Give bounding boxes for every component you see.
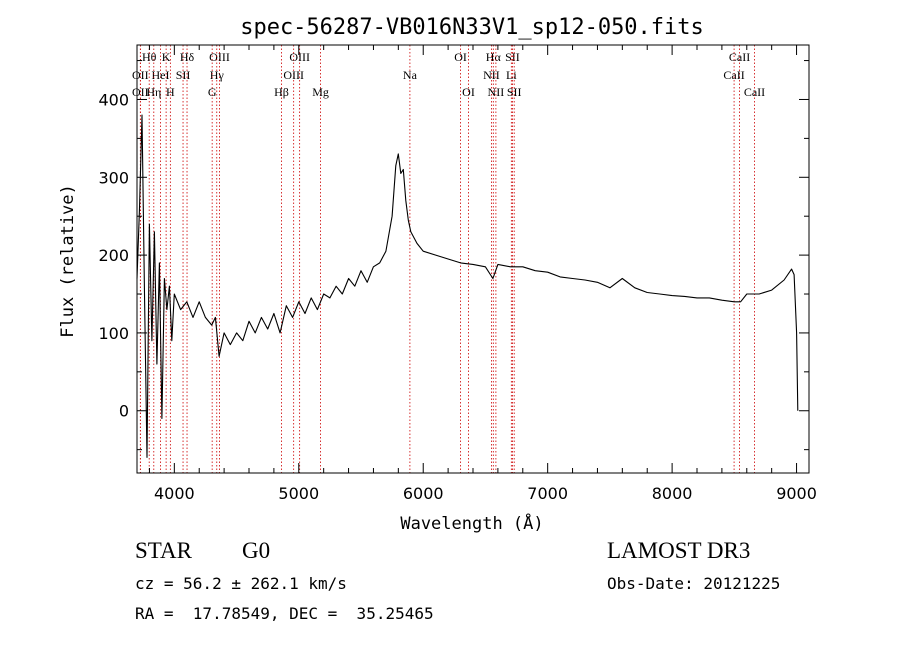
x-tick-label: 6000 — [403, 484, 444, 503]
spectrum-line-0 — [136, 114, 799, 458]
object-class: STAR — [135, 538, 192, 563]
spectral-line-label: HeI — [152, 68, 170, 82]
coordinates: RA = 17.78549, DEC = 35.25465 — [135, 604, 434, 623]
redshift-cz: cz = 56.2 ± 262.1 km/s — [135, 574, 347, 593]
spectral-line-label: OII — [132, 68, 149, 82]
spectral-line-label: OIII — [289, 50, 310, 64]
spectral-line-label: OII — [132, 85, 149, 99]
y-axis-ticks: 0 100 200 300 400 — [98, 60, 809, 451]
spectral-line-label: Hθ — [142, 50, 157, 64]
spectral-line-label: CaII — [723, 68, 744, 82]
observation-date: Obs-Date: 20121225 — [607, 574, 781, 593]
y-tick-label: 100 — [98, 324, 129, 343]
spectral-line-label: Hγ — [210, 68, 225, 82]
survey-name: LAMOST DR3 — [607, 538, 751, 563]
spectral-line-label: Hη — [146, 85, 161, 99]
chart-title: spec-56287-VB016N33V1_sp12-050.fits — [240, 15, 704, 40]
y-tick-label: 200 — [98, 246, 129, 265]
spectral-line-label: OI — [462, 85, 475, 99]
spectral-line-label: OI — [454, 50, 467, 64]
spectral-line-label: CaII — [729, 50, 750, 64]
spectrum-series — [136, 114, 799, 458]
spectral-line-label: SII — [507, 85, 522, 99]
spectral-line-label: Hβ — [274, 85, 289, 99]
spectral-line-label: NII — [483, 68, 500, 82]
spectral-line-label: Mg — [312, 85, 329, 99]
y-axis-label: Flux (relative) — [58, 184, 78, 338]
spectral-line-label: Hδ — [180, 50, 195, 64]
spectral-line-label: SII — [505, 50, 520, 64]
x-axis-ticks: 4000 5000 6000 7000 8000 9000 — [148, 45, 817, 503]
x-axis-label: Wavelength (Å) — [400, 512, 543, 534]
spectral-line-label: OIII — [283, 68, 304, 82]
spectral-line-label: NII — [488, 85, 505, 99]
x-tick-label: 8000 — [652, 484, 693, 503]
x-tick-label: 9000 — [776, 484, 817, 503]
spectral-line-label: Hα — [486, 50, 502, 64]
spectral-line-label: OIII — [209, 50, 230, 64]
y-tick-label: 400 — [98, 90, 129, 109]
spectrum-chart: spec-56287-VB016N33V1_sp12-050.fits Hθ K H… — [58, 15, 817, 534]
spectral-line-label: Na — [403, 68, 418, 82]
spectral-line-label: Li — [506, 68, 517, 82]
spectral-line-label: SII — [176, 68, 191, 82]
spectral-line-label: H — [166, 85, 175, 99]
spectral-line-label: G — [208, 85, 217, 99]
object-subclass: G0 — [242, 538, 271, 563]
spectral-line-label: CaII — [744, 85, 765, 99]
x-tick-label: 7000 — [527, 484, 568, 503]
y-tick-label: 300 — [98, 168, 129, 187]
y-tick-label: 0 — [119, 402, 129, 421]
x-tick-label: 5000 — [278, 484, 319, 503]
plot-frame — [136, 44, 810, 474]
spectral-line-label: K — [162, 50, 171, 64]
x-tick-label: 4000 — [154, 484, 195, 503]
